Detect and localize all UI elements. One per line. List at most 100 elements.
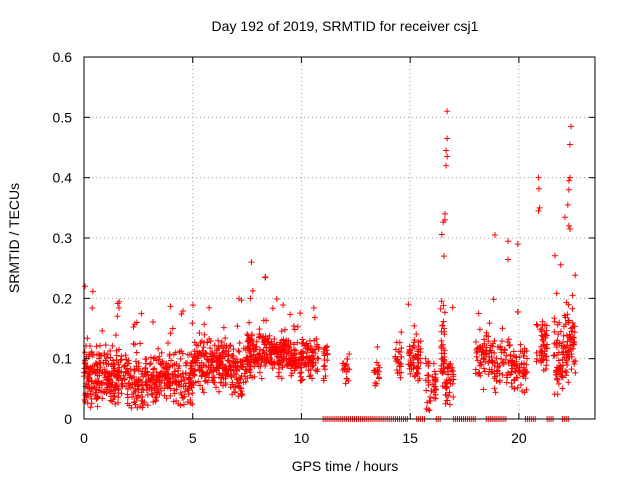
data-point (303, 353, 310, 360)
data-point (141, 399, 148, 406)
data-point (537, 326, 544, 333)
data-point (144, 368, 151, 375)
data-point (487, 342, 494, 349)
data-point (228, 353, 235, 360)
data-point (572, 272, 579, 279)
data-point (242, 378, 249, 385)
data-point (273, 296, 280, 303)
data-point (431, 395, 438, 402)
data-point (571, 341, 578, 348)
data-point (124, 400, 131, 407)
data-point (306, 337, 313, 344)
data-point (201, 321, 208, 328)
data-point (95, 351, 102, 358)
data-point (287, 311, 294, 318)
data-point (563, 299, 570, 306)
data-point (175, 365, 182, 372)
data-point (167, 330, 174, 337)
data-point (200, 344, 207, 351)
data-point (184, 359, 191, 366)
data-point (505, 336, 512, 343)
data-point (241, 370, 248, 377)
data-point (165, 340, 172, 347)
data-point (144, 384, 151, 391)
data-point (82, 398, 89, 405)
data-point (150, 318, 157, 325)
data-point (151, 381, 158, 388)
data-point (94, 403, 101, 410)
data-point (290, 323, 297, 330)
data-point (485, 359, 492, 366)
data-point (240, 363, 247, 370)
data-point (238, 392, 245, 399)
data-point (475, 310, 482, 317)
data-point (543, 362, 550, 369)
data-point (441, 210, 448, 217)
data-point (553, 367, 560, 374)
data-point (302, 360, 309, 367)
data-point (491, 337, 498, 344)
data-point (164, 375, 171, 382)
data-point (292, 357, 299, 364)
data-point (540, 338, 547, 345)
data-point (103, 386, 110, 393)
data-point (521, 371, 528, 378)
data-point (177, 355, 184, 362)
data-point (219, 349, 226, 356)
data-point (100, 379, 107, 386)
data-point (244, 361, 251, 368)
data-point (81, 349, 88, 356)
y-tick-label: 0.5 (53, 109, 73, 125)
data-point (412, 353, 419, 360)
data-point (494, 367, 501, 374)
data-point (251, 363, 258, 370)
data-point (324, 343, 331, 350)
data-point (117, 375, 124, 382)
data-point (158, 349, 165, 356)
data-point (81, 360, 88, 367)
data-point (269, 365, 276, 372)
data-point (132, 341, 139, 348)
data-point (201, 352, 208, 359)
data-point (495, 364, 502, 371)
data-point (134, 383, 141, 390)
data-point (314, 355, 321, 362)
x-axis-label: GPS time / hours (292, 458, 399, 474)
data-point (163, 395, 170, 402)
data-point (541, 350, 548, 357)
data-point (572, 357, 579, 364)
data-point (520, 352, 527, 359)
data-point (84, 400, 91, 407)
data-point (96, 372, 103, 379)
data-point (533, 321, 540, 328)
data-point (555, 331, 562, 338)
data-point (121, 376, 128, 383)
data-point (491, 385, 498, 392)
data-point (159, 377, 166, 384)
data-point (566, 174, 573, 181)
data-point (122, 352, 129, 359)
axis-ticks: 0 0.1 0.2 0.3 0.4 0.5 0.6 0 5 10 15 20 (53, 49, 595, 446)
data-point (504, 338, 511, 345)
data-point (106, 388, 113, 395)
data-point (274, 345, 281, 352)
data-point (219, 365, 226, 372)
data-point (290, 341, 297, 348)
data-point (150, 366, 157, 373)
data-point (158, 370, 165, 377)
data-point (196, 364, 203, 371)
y-tick-label: 0.1 (53, 351, 73, 367)
data-point (185, 374, 192, 381)
data-point (432, 375, 439, 382)
data-point (344, 355, 351, 362)
data-point (340, 360, 347, 367)
data-point (535, 185, 542, 192)
data-point (476, 362, 483, 369)
data-point (515, 368, 522, 375)
data-point (442, 391, 449, 398)
data-point (207, 351, 214, 358)
data-point (222, 380, 229, 387)
data-point (561, 354, 568, 361)
data-point (104, 368, 111, 375)
